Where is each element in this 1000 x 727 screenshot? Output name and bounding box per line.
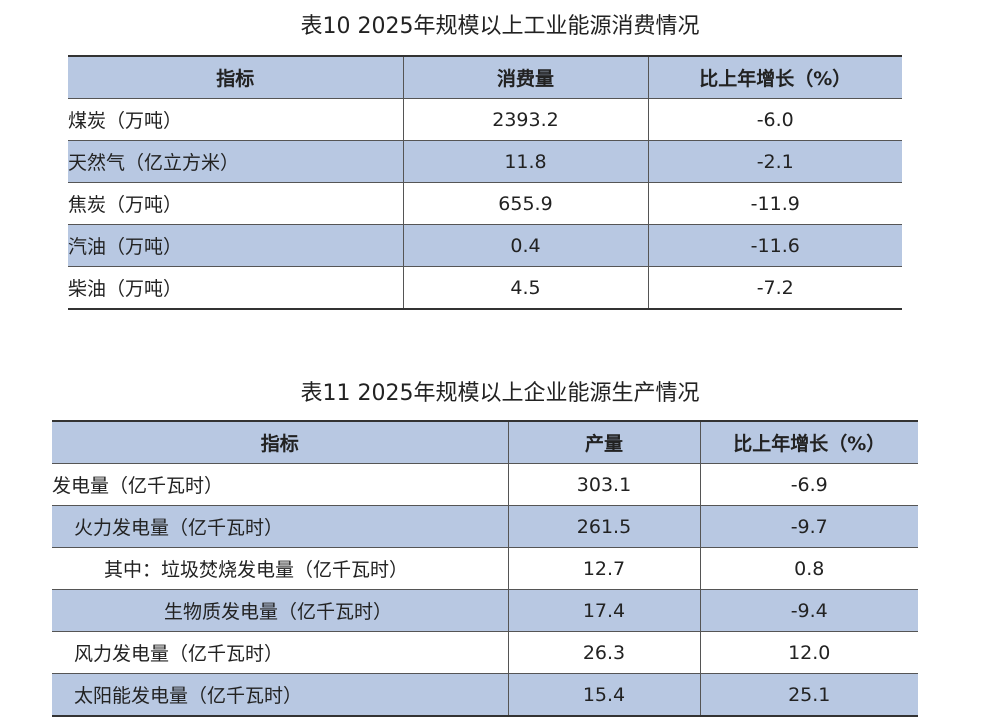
value-cell: 12.7	[507, 547, 700, 590]
label-cell: 煤炭（万吨）	[68, 98, 403, 141]
label-cell: 柴油（万吨）	[68, 266, 403, 310]
value-cell: 0.8	[699, 547, 918, 590]
value-cell: 25.1	[699, 673, 918, 717]
table-title: 表10 2025年规模以上工业能源消费情况	[300, 14, 700, 39]
table-row: 火力发电量（亿千瓦时） 261.5 -9.7	[52, 505, 918, 548]
header-row: 指标 产量 比上年增长（%）	[52, 420, 918, 464]
table-row: 生物质发电量（亿千瓦时） 17.4 -9.4	[52, 589, 918, 632]
header-cell: 产量	[507, 420, 700, 464]
value-cell: 15.4	[507, 673, 700, 717]
table-row: 太阳能发电量（亿千瓦时） 15.4 25.1	[52, 673, 918, 717]
value-cell: -11.9	[647, 182, 902, 225]
value-cell: 26.3	[507, 631, 700, 674]
table-row: 煤炭（万吨） 2393.2 -6.0	[68, 98, 902, 141]
value-cell: 12.0	[699, 631, 918, 674]
value-cell: 0.4	[402, 224, 648, 267]
label-cell: 汽油（万吨）	[68, 224, 403, 267]
value-cell: 655.9	[402, 182, 648, 225]
value-cell: 261.5	[507, 505, 700, 548]
table-row: 天然气（亿立方米） 11.8 -2.1	[68, 140, 902, 183]
table-row: 风力发电量（亿千瓦时） 26.3 12.0	[52, 631, 918, 674]
table-title: 表11 2025年规模以上企业能源生产情况	[300, 381, 700, 406]
header-cell: 比上年增长（%）	[699, 420, 918, 464]
table-row: 汽油（万吨） 0.4 -11.6	[68, 224, 902, 267]
table-row: 焦炭（万吨） 655.9 -11.9	[68, 182, 902, 225]
header-cell: 指标	[52, 420, 508, 464]
value-cell: 11.8	[402, 140, 648, 183]
header-cell: 消费量	[402, 55, 648, 99]
data-table: 指标 产量 比上年增长（%） 发电量（亿千瓦时） 303.1 -6.9 火力发电量（亿千瓦时…	[52, 420, 918, 717]
table-row: 其中：垃圾焚烧发电量（亿千瓦时） 12.7 0.8	[52, 547, 918, 590]
value-cell: 17.4	[507, 589, 700, 632]
label-cell: 太阳能发电量（亿千瓦时）	[52, 673, 508, 717]
value-cell: -2.1	[647, 140, 902, 183]
label-cell: 焦炭（万吨）	[68, 182, 403, 225]
label-cell: 天然气（亿立方米）	[68, 140, 403, 183]
header-cell: 比上年增长（%）	[647, 55, 902, 99]
value-cell: -9.7	[699, 505, 918, 548]
value-cell: 2393.2	[402, 98, 648, 141]
value-cell: -9.4	[699, 589, 918, 632]
label-cell: 其中：垃圾焚烧发电量（亿千瓦时）	[52, 547, 508, 590]
label-cell: 生物质发电量（亿千瓦时）	[52, 589, 508, 632]
header-cell: 指标	[68, 55, 403, 99]
value-cell: -6.9	[699, 463, 918, 506]
data-table: 指标 消费量 比上年增长（%） 煤炭（万吨） 2393.2 -6.0 天然气（亿立方米） 11…	[68, 55, 902, 310]
label-cell: 火力发电量（亿千瓦时）	[52, 505, 508, 548]
value-cell: 303.1	[507, 463, 700, 506]
table-row: 柴油（万吨） 4.5 -7.2	[68, 266, 902, 310]
label-cell: 发电量（亿千瓦时）	[52, 463, 508, 506]
header-row: 指标 消费量 比上年增长（%）	[68, 55, 902, 99]
label-cell: 风力发电量（亿千瓦时）	[52, 631, 508, 674]
value-cell: -7.2	[647, 266, 902, 310]
value-cell: 4.5	[402, 266, 648, 310]
value-cell: -6.0	[647, 98, 902, 141]
value-cell: -11.6	[647, 224, 902, 267]
table-row: 发电量（亿千瓦时） 303.1 -6.9	[52, 463, 918, 506]
